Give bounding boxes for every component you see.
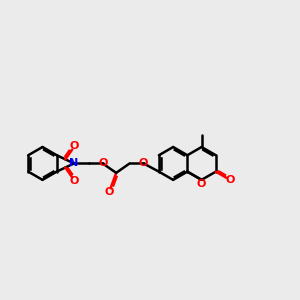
Text: O: O [104,187,114,197]
Text: O: O [98,158,107,168]
Text: O: O [70,176,79,186]
Text: N: N [69,158,79,168]
Text: O: O [139,158,148,168]
Text: O: O [70,141,79,151]
Text: O: O [225,175,235,185]
Text: O: O [197,179,206,189]
